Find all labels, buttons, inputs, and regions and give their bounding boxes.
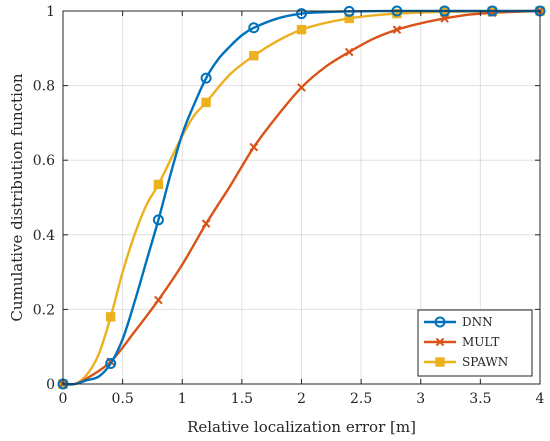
x-tick-label: 0.5 <box>111 391 133 407</box>
x-tick-label: 3.5 <box>469 391 491 407</box>
data-point-mult-stroke <box>297 83 306 92</box>
data-point-mult <box>344 47 354 57</box>
x-tick-label: 2 <box>297 391 306 407</box>
data-point-dnn <box>296 8 307 20</box>
y-tick-label: 0.8 <box>33 79 55 95</box>
legend-marker-mult-stroke <box>435 337 445 347</box>
y-tick-label: 0.4 <box>33 228 55 244</box>
data-point-mult-stroke <box>440 14 449 23</box>
legend-item-dnn: DNN <box>424 315 493 329</box>
data-point-spawn <box>344 13 354 24</box>
x-tick-label: 3 <box>416 391 425 407</box>
data-point-mult <box>201 219 211 228</box>
tick-labels: 0 0.5 1 1.5 2 2.5 3 3.5 4 0 0.2 0.4 0.6 0.8 1 <box>33 4 545 407</box>
y-tick-label: 0.2 <box>33 302 55 318</box>
legend-marker-dnn <box>434 316 446 328</box>
data-point-dnn <box>105 357 117 369</box>
data-point-dnn <box>248 22 260 34</box>
data-point-mult <box>440 14 449 23</box>
legend-label-mult: MULT <box>462 335 499 349</box>
axes-frame <box>62 10 541 385</box>
legend-item-spawn: SPAWN <box>424 355 508 369</box>
legend-label-dnn: DNN <box>462 315 493 329</box>
series-line-mult <box>61 9 542 386</box>
x-axis-label: Relative localization error [m] <box>187 418 416 436</box>
y-tick-label: 0 <box>46 377 55 393</box>
data-point-spawn <box>201 97 211 108</box>
data-point-mult-stroke <box>249 142 259 152</box>
data-point-mult-stroke <box>392 25 402 34</box>
x-tick-label: 1 <box>178 391 187 407</box>
data-point-spawn <box>296 24 307 35</box>
data-point-mult <box>392 25 402 34</box>
data-point-dnn <box>152 214 164 226</box>
data-point-spawn <box>249 51 259 61</box>
data-point-mult-stroke <box>154 295 163 305</box>
data-point-spawn <box>153 179 164 190</box>
data-point-spawn <box>106 312 116 322</box>
data-point-mult <box>297 83 306 92</box>
x-tick-label: 4 <box>536 391 545 407</box>
legend-label-spawn: SPAWN <box>462 355 508 369</box>
legend-item-mult: MULT <box>424 335 499 349</box>
legend-marker-spawn <box>435 357 445 367</box>
legend-marker-mult <box>435 337 445 347</box>
data-point-dnn <box>200 72 212 84</box>
legend: DNN MULT SPAWN <box>417 309 533 377</box>
data-point-mult-stroke <box>201 219 211 228</box>
data-point-mult-stroke <box>344 47 354 57</box>
y-tick-label: 0.6 <box>33 153 55 169</box>
y-axis-label: Cumulative distribution function <box>8 73 26 321</box>
data-point-mult <box>249 142 259 152</box>
x-tick-label: 2.5 <box>350 391 372 407</box>
x-tick-label: 0 <box>59 391 68 407</box>
data-point-mult <box>154 295 163 305</box>
y-tick-label: 1 <box>46 4 55 20</box>
x-tick-label: 1.5 <box>231 391 253 407</box>
